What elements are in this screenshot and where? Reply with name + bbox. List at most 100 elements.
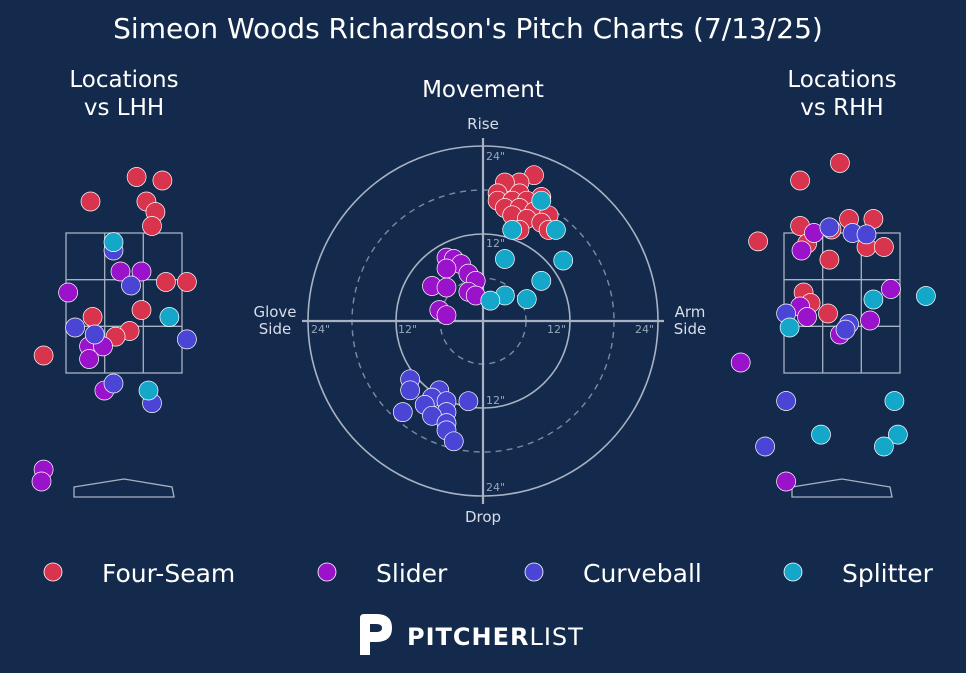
rhh-point-curveball-2 <box>856 224 877 245</box>
lhh-point-curveball-2 <box>65 317 85 338</box>
movement-point-slider-3 <box>436 258 457 279</box>
legend: Four-Seam Slider Curveball Splitter <box>43 559 934 588</box>
lhh-points <box>31 167 197 492</box>
chart-title: Simeon Woods Richardson's Pitch Charts (… <box>113 12 823 45</box>
movement-rise-label: Rise <box>467 115 499 133</box>
pitcherlist-logo-icon <box>360 614 392 655</box>
lhh-point-curveball-3 <box>84 324 105 345</box>
lhh-title-line2: vs LHH <box>84 95 164 121</box>
movement-point-splitter-4 <box>553 250 574 271</box>
movement-point-splitter-0 <box>531 190 552 211</box>
ring-label-top-12: 12" <box>486 237 505 250</box>
movement-point-curveball-12 <box>443 431 464 452</box>
movement-arm-label-line2: Side <box>674 320 706 338</box>
legend-marker-four-seam <box>43 562 63 582</box>
lhh-point-slider-1 <box>131 261 152 282</box>
lhh-point-curveball-1 <box>121 275 141 296</box>
lhh-point-splitter-1 <box>159 307 180 327</box>
movement-drop-label: Drop <box>465 508 501 526</box>
movement-glove-label-line2: Side <box>259 320 291 338</box>
rhh-point-four-seam-13 <box>818 303 838 324</box>
movement-points <box>392 165 574 452</box>
lhh-point-curveball-4 <box>177 329 197 350</box>
legend-label-curveball: Curveball <box>583 559 702 588</box>
lhh-point-splitter-0 <box>103 232 124 252</box>
rhh-point-curveball-6 <box>776 391 796 411</box>
lhh-point-slider-8 <box>31 471 52 492</box>
lhh-point-four-seam-1 <box>152 170 173 191</box>
lhh-point-four-seam-5 <box>142 216 162 236</box>
ring-label-bottom-24: 24" <box>486 481 505 494</box>
lhh-point-slider-5 <box>79 349 99 369</box>
movement-point-splitter-7 <box>516 289 537 309</box>
lhh-point-slider-2 <box>58 282 78 303</box>
lhh-point-four-seam-2 <box>80 191 101 212</box>
legend-marker-curveball <box>524 562 544 582</box>
brand-bold: PITCHER <box>407 623 529 651</box>
rhh-point-splitter-4 <box>811 424 831 445</box>
lhh-point-splitter-2 <box>138 380 159 401</box>
rhh-point-four-seam-10 <box>819 249 840 270</box>
rhh-point-four-seam-8 <box>874 237 894 257</box>
rhh-point-four-seam-0 <box>830 153 850 173</box>
ring-label-left-24: 24" <box>311 323 330 336</box>
movement-point-splitter-5 <box>531 271 552 291</box>
rhh-point-curveball-0 <box>819 217 840 238</box>
rhh-point-splitter-3 <box>884 391 905 411</box>
movement-point-slider-7 <box>436 277 457 298</box>
lhh-point-four-seam-7 <box>177 272 197 292</box>
rhh-point-curveball-7 <box>755 436 775 457</box>
svg-text:PITCHERLIST: PITCHERLIST <box>407 623 584 651</box>
lhh-point-four-seam-9 <box>82 307 103 327</box>
lhh-point-four-seam-8 <box>131 300 152 320</box>
ring-label-left-12: 12" <box>398 323 417 336</box>
rhh-strike-zone <box>783 232 901 374</box>
movement-point-splitter-8 <box>480 290 501 311</box>
legend-label-splitter: Splitter <box>842 559 934 588</box>
movement-point-slider-11 <box>436 305 457 326</box>
rhh-home-plate <box>791 478 893 498</box>
movement-glove-label-line1: Glove <box>253 303 296 321</box>
legend-label-four-seam: Four-Seam <box>102 559 235 588</box>
rhh-point-splitter-6 <box>874 436 894 457</box>
rhh-point-splitter-2 <box>779 317 800 338</box>
ring-label-bottom-12: 12" <box>486 394 505 407</box>
movement-point-splitter-3 <box>495 249 515 269</box>
movement-point-splitter-2 <box>502 220 523 240</box>
rhh-point-slider-4 <box>797 307 817 327</box>
rhh-point-slider-8 <box>776 471 796 492</box>
legend-marker-slider <box>317 562 337 582</box>
lhh-home-plate <box>73 478 175 498</box>
ring-label-top-24: 24" <box>486 150 505 163</box>
rhh-point-slider-5 <box>860 310 880 331</box>
rhh-point-slider-7 <box>730 352 751 373</box>
pitcherlist-logo: PITCHERLIST <box>360 614 584 655</box>
movement-point-curveball-5 <box>458 391 479 412</box>
rhh-point-four-seam-1 <box>790 170 810 191</box>
lhh-point-four-seam-0 <box>126 167 147 187</box>
movement-arm-label-line1: Arm <box>675 303 706 321</box>
rhh-point-curveball-5 <box>835 319 856 340</box>
movement-point-curveball-7 <box>392 402 413 422</box>
brand-light: LIST <box>529 623 583 651</box>
rhh-title-line2: vs RHH <box>800 95 883 121</box>
movement-title: Movement <box>422 77 544 103</box>
lhh-point-four-seam-6 <box>156 272 176 292</box>
lhh-point-slider-0 <box>110 261 131 282</box>
ring-label-right-24: 24" <box>635 323 654 336</box>
rhh-title-line1: Locations <box>787 67 896 93</box>
lhh-point-curveball-5 <box>103 373 124 394</box>
rhh-point-splitter-0 <box>863 289 884 310</box>
rhh-point-slider-1 <box>791 240 812 261</box>
rhh-point-splitter-5 <box>888 424 908 445</box>
lhh-title-line1: Locations <box>69 67 178 93</box>
legend-label-slider: Slider <box>376 559 448 588</box>
rhh-point-splitter-1 <box>916 286 936 306</box>
lhh-point-four-seam-12 <box>33 345 54 366</box>
rhh-point-four-seam-9 <box>748 231 768 252</box>
legend-marker-splitter <box>783 562 803 582</box>
rhh-point-slider-2 <box>881 279 901 299</box>
rhh-points <box>730 153 936 492</box>
movement-point-splitter-1 <box>546 220 566 240</box>
